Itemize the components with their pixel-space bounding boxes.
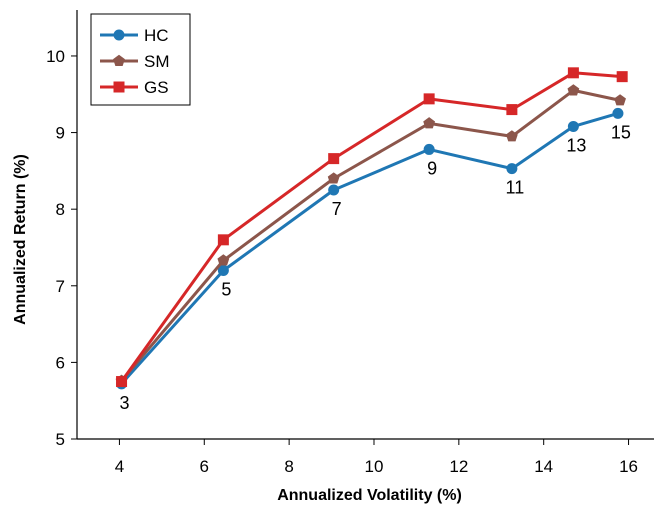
point-label: 9 bbox=[427, 158, 437, 178]
x-tick-label: 8 bbox=[284, 457, 293, 476]
data-point-gs bbox=[328, 153, 340, 165]
x-tick-label: 16 bbox=[619, 457, 638, 476]
y-tick-label: 9 bbox=[56, 124, 65, 143]
legend: HC SM GS bbox=[90, 13, 191, 106]
point-label: 5 bbox=[221, 279, 231, 299]
legend-box bbox=[90, 13, 191, 106]
point-label: 3 bbox=[120, 393, 130, 413]
x-tick-label: 14 bbox=[534, 457, 553, 476]
data-point-gs bbox=[567, 67, 579, 79]
legend-label-gs: GS bbox=[144, 78, 169, 97]
axes: 4 6 8 10 12 14 16 5 6 7 8 9 10 bbox=[46, 10, 654, 476]
series-line-gs bbox=[120, 71, 623, 383]
legend-item-hc: HC bbox=[100, 26, 169, 45]
data-point-sm bbox=[567, 84, 580, 96]
point-label: 7 bbox=[332, 199, 342, 219]
data-point-sm bbox=[217, 254, 230, 266]
series-gs bbox=[116, 67, 628, 388]
data-point-sm bbox=[505, 130, 518, 142]
data-point-hc bbox=[217, 264, 229, 276]
series-line-hc bbox=[120, 111, 619, 385]
data-point-sm bbox=[423, 117, 436, 129]
y-axis-title: Annualized Return (%) bbox=[12, 154, 29, 325]
data-point-hc bbox=[423, 143, 435, 155]
x-tick-label: 12 bbox=[449, 457, 468, 476]
data-point-hc bbox=[567, 120, 579, 132]
point-label: 15 bbox=[611, 122, 631, 142]
data-point-gs bbox=[506, 104, 518, 116]
legend-label-sm: SM bbox=[144, 52, 170, 71]
legend-item-sm: SM bbox=[100, 52, 170, 71]
data-point-gs bbox=[423, 93, 435, 105]
x-tick-label: 4 bbox=[115, 457, 124, 476]
data-point-gs bbox=[217, 234, 229, 246]
y-tick-label: 6 bbox=[56, 353, 65, 372]
y-tick-label: 7 bbox=[56, 277, 65, 296]
point-label: 13 bbox=[566, 135, 586, 155]
data-point-gs bbox=[616, 71, 628, 83]
legend-item-gs: GS bbox=[100, 78, 169, 97]
x-tick-label: 10 bbox=[365, 457, 384, 476]
legend-marker-sm bbox=[113, 54, 125, 67]
y-tick-label: 10 bbox=[46, 47, 65, 66]
series-layer bbox=[115, 67, 628, 390]
data-point-hc bbox=[612, 107, 624, 119]
x-axis-title: Annualized Volatility (%) bbox=[277, 487, 462, 504]
series-sm bbox=[115, 84, 626, 386]
data-point-gs bbox=[116, 376, 128, 388]
x-tick-label: 6 bbox=[200, 457, 209, 476]
data-point-sm bbox=[614, 94, 626, 106]
legend-label-hc: HC bbox=[144, 26, 169, 45]
legend-marker-hc bbox=[113, 29, 125, 41]
legend-marker-gs bbox=[113, 81, 125, 93]
series-hc bbox=[116, 107, 624, 390]
point-labels: 3 5 7 9 11 13 15 bbox=[120, 122, 631, 412]
y-tick-label: 8 bbox=[56, 200, 65, 219]
data-point-hc bbox=[506, 163, 518, 175]
point-label: 11 bbox=[506, 178, 525, 198]
y-tick-label: 5 bbox=[56, 430, 65, 449]
data-point-sm bbox=[327, 172, 340, 184]
data-point-hc bbox=[328, 184, 340, 196]
